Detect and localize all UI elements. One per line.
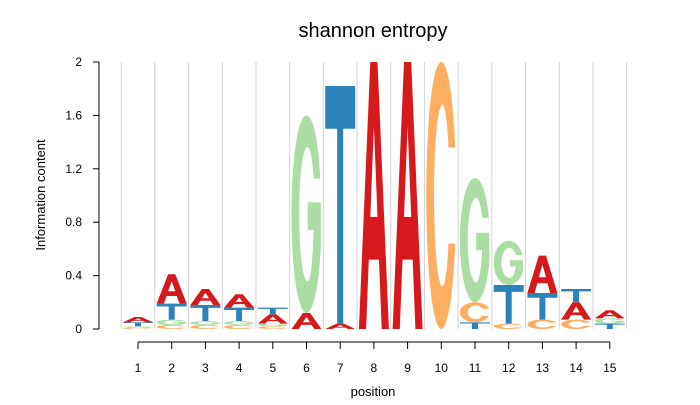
- logo-letter-C: [460, 302, 489, 323]
- logo-letter-C: [156, 324, 186, 329]
- x-tick-label: 7: [337, 361, 344, 375]
- x-tick-label: 5: [269, 361, 276, 375]
- x-tick-label: 9: [404, 361, 411, 375]
- logo-letter-G: [594, 318, 625, 324]
- axis-layer: 00.40.81.21.621 2 3 4 5 6 7 8 9 10 11 12 13 14 15: [65, 55, 616, 375]
- logo-letter-A: [190, 288, 221, 305]
- logo-letter-T: [190, 304, 221, 321]
- logo-letter-A: [291, 312, 322, 329]
- x-tick-label: 2: [168, 361, 175, 375]
- y-tick-label: 0: [75, 322, 82, 336]
- logo-letter-G: [291, 115, 321, 313]
- logo-letter-G: [460, 178, 490, 303]
- grid-layer: [120, 62, 628, 329]
- logo-letter-T: [561, 288, 592, 303]
- logo-letter-C: [426, 62, 456, 329]
- logo-letter-G: [493, 240, 524, 285]
- x-tick-label: 8: [371, 361, 378, 375]
- y-tick-label: 1.6: [65, 108, 82, 122]
- logo-letter-T: [493, 284, 524, 324]
- x-tick-label: 14: [569, 361, 583, 375]
- logo-letter-T: [325, 86, 356, 324]
- logo-letter-C: [224, 324, 253, 329]
- x-axis-label: position: [351, 384, 396, 399]
- logo-letter-T: [527, 292, 558, 320]
- logo-letter-A: [594, 310, 625, 319]
- logo-letter-G: [190, 320, 220, 325]
- x-tick-label: 3: [202, 361, 209, 375]
- x-tick-label: 1: [135, 361, 142, 375]
- logo-letter-A: [358, 62, 389, 329]
- logo-letter-G: [224, 320, 254, 325]
- letter-layer: [123, 62, 625, 329]
- logo-letter-A: [325, 323, 356, 329]
- x-tick-label: 10: [435, 361, 449, 375]
- logo-letter-C: [493, 323, 523, 329]
- x-tick-label: 15: [603, 361, 617, 375]
- logo-letter-T: [594, 323, 625, 329]
- logo-letter-A: [527, 255, 558, 293]
- y-tick-label: 2: [75, 55, 82, 69]
- logo-letter-A: [561, 302, 592, 320]
- logo-letter-T: [224, 307, 255, 321]
- logo-letter-A: [224, 294, 255, 308]
- logo-letter-C: [561, 319, 590, 329]
- logo-letter-C: [123, 327, 152, 329]
- logo-letter-G: [257, 323, 288, 327]
- logo-letter-C: [527, 319, 557, 329]
- y-tick-label: 1.2: [65, 162, 82, 176]
- logo-letter-G: [156, 319, 187, 325]
- chart-title: shannon entropy: [298, 20, 447, 42]
- x-tick-label: 4: [236, 361, 243, 375]
- x-tick-label: 6: [303, 361, 310, 375]
- x-tick-label: 11: [469, 361, 482, 375]
- y-axis-label: Information content: [33, 139, 48, 251]
- logo-letter-A: [123, 316, 153, 323]
- logo-letter-T: [460, 322, 490, 329]
- logo-letter-T: [257, 307, 288, 315]
- logo-letter-C: [257, 326, 287, 329]
- y-tick-label: 0.8: [65, 215, 82, 229]
- logo-letter-A: [392, 62, 423, 329]
- logo-letter-C: [190, 324, 220, 329]
- logo-letter-A: [156, 274, 187, 304]
- y-tick-label: 0.4: [65, 269, 82, 283]
- logo-letter-T: [123, 322, 153, 327]
- x-tick-label: 12: [502, 361, 516, 375]
- logo-letter-T: [156, 303, 187, 320]
- logo-letter-A: [257, 314, 288, 324]
- logo-letter-G: [123, 326, 153, 328]
- x-tick-label: 13: [536, 361, 550, 375]
